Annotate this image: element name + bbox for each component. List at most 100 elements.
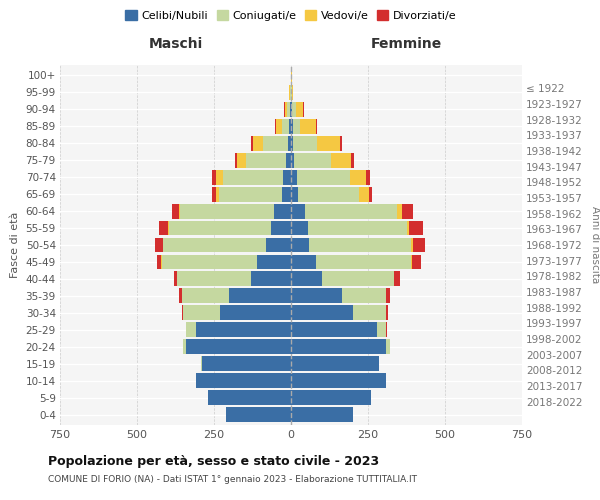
Bar [202,356,291,372]
Bar [294,152,331,168]
Bar [289,84,290,100]
Bar [293,136,317,150]
Bar [291,356,379,372]
Bar [183,306,220,320]
Bar [235,152,237,168]
Bar [293,118,300,134]
Legend: Celibi/Nubili, Coniugati/e, Vedovi/e, Divorziati/e: Celibi/Nubili, Coniugati/e, Vedovi/e, Di… [121,6,461,25]
Bar [291,220,308,236]
Bar [377,322,386,338]
Bar [220,306,291,320]
Bar [169,220,271,236]
Bar [316,118,317,134]
Bar [290,102,291,116]
Bar [386,306,388,320]
Bar [353,306,386,320]
Bar [291,340,386,354]
Text: Femmine: Femmine [371,38,442,52]
Bar [412,254,421,270]
Bar [266,238,291,252]
Bar [296,170,350,184]
Bar [215,186,218,202]
Bar [180,204,274,218]
Bar [291,118,293,134]
Bar [407,220,409,236]
Bar [182,306,183,320]
Bar [316,254,411,270]
Bar [287,102,290,116]
Bar [291,68,292,82]
Bar [212,170,215,184]
Bar [263,136,288,150]
Bar [291,136,293,150]
Bar [291,374,386,388]
Bar [172,204,179,218]
Bar [282,118,289,134]
Bar [296,102,304,116]
Bar [208,390,291,406]
Bar [247,152,286,168]
Bar [310,238,411,252]
Bar [257,254,291,270]
Bar [155,238,163,252]
Bar [331,152,351,168]
Bar [308,220,407,236]
Text: COMUNE DI FORIO (NA) - Dati ISTAT 1° gennaio 2023 - Elaborazione TUTTITALIA.IT: COMUNE DI FORIO (NA) - Dati ISTAT 1° gen… [48,475,417,484]
Bar [291,170,296,184]
Bar [251,272,291,286]
Bar [397,204,402,218]
Bar [226,408,291,422]
Bar [402,204,413,218]
Bar [409,220,423,236]
Bar [342,288,386,304]
Bar [292,102,296,116]
Bar [305,204,397,218]
Bar [271,220,291,236]
Bar [177,272,251,286]
Bar [196,374,291,388]
Bar [229,288,291,304]
Bar [386,322,387,338]
Bar [291,152,294,168]
Bar [157,254,161,270]
Bar [340,136,342,150]
Bar [291,322,377,338]
Bar [182,288,229,304]
Bar [322,272,394,286]
Bar [183,340,186,354]
Bar [289,118,291,134]
Bar [366,170,370,184]
Bar [283,170,291,184]
Bar [291,254,316,270]
Bar [317,136,340,150]
Bar [215,170,223,184]
Bar [286,152,291,168]
Bar [298,186,359,202]
Bar [351,152,354,168]
Bar [350,170,366,184]
Bar [291,186,298,202]
Bar [394,272,400,286]
Bar [223,170,283,184]
Bar [411,238,413,252]
Bar [274,204,291,218]
Y-axis label: Fasce di età: Fasce di età [10,212,20,278]
Bar [292,84,293,100]
Text: Popolazione per età, sesso e stato civile - 2023: Popolazione per età, sesso e stato civil… [48,455,379,468]
Bar [174,272,177,286]
Bar [251,136,253,150]
Bar [291,306,353,320]
Bar [201,356,202,372]
Bar [253,136,263,150]
Bar [291,272,322,286]
Bar [291,288,342,304]
Bar [359,186,368,202]
Bar [284,102,287,116]
Bar [159,220,169,236]
Bar [411,254,412,270]
Bar [368,186,373,202]
Bar [282,186,291,202]
Bar [196,322,291,338]
Bar [291,204,305,218]
Bar [291,102,292,116]
